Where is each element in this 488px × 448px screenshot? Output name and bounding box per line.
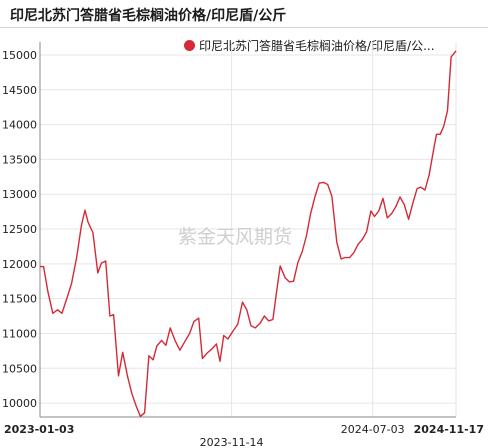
grid-lines (39, 42, 457, 417)
y-tick-label: 13500 (2, 153, 37, 166)
series-layer (40, 50, 457, 417)
legend[interactable]: 印尼北苏门答腊省毛棕榈油价格/印尼盾/公... (184, 37, 435, 54)
y-tick-label: 11000 (2, 327, 37, 340)
y-tick-label: 10000 (2, 397, 37, 410)
y-tick-label: 12500 (2, 223, 37, 236)
x-tick-label: 2023-11-14 (200, 436, 264, 448)
y-tick-label: 10500 (2, 362, 37, 375)
axes (39, 42, 456, 418)
y-tick-label: 12000 (2, 258, 37, 271)
x-tick-label: 2023-01-03 (4, 423, 74, 436)
x-tick-label: 2024-07-03 (341, 423, 405, 436)
legend-label: 印尼北苏门答腊省毛棕榈油价格/印尼盾/公... (199, 39, 435, 53)
y-tick-label: 14500 (2, 84, 37, 97)
x-tick-label: 2024-11-17 (414, 423, 484, 436)
watermark: 紫金天风期货 (178, 226, 292, 248)
title-divider (0, 27, 488, 28)
chart-title: 印尼北苏门答腊省毛棕榈油价格/印尼盾/公斤 (10, 8, 287, 24)
tick-labels: 10000 10500 11000 11500 12000 12500 13000 13500… (2, 49, 484, 448)
y-tick-label: 13000 (2, 188, 37, 201)
y-tick-label: 14000 (2, 119, 37, 132)
series-line (40, 50, 457, 417)
y-tick-label: 11500 (2, 293, 37, 306)
legend-marker-icon (184, 40, 195, 51)
y-tick-label: 15000 (2, 49, 37, 62)
